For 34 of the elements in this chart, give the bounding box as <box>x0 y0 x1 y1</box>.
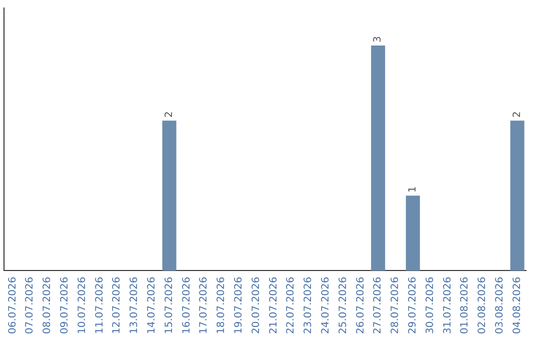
x-tick-label: 09.07.2026 <box>59 276 70 334</box>
x-tick-label: 18.07.2026 <box>216 276 228 334</box>
x-tick-label: 04.08.2026 <box>512 276 523 334</box>
x-tick-label: 16.07.2026 <box>181 276 192 334</box>
x-tick-label: 12.07.2026 <box>112 276 123 334</box>
data-label: 2 <box>512 111 523 118</box>
x-tick-label: 11.07.2026 <box>94 276 106 334</box>
data-label: 3 <box>372 36 384 43</box>
x-tick-label: 14.07.2026 <box>146 276 158 334</box>
x-tick-label: 19.07.2026 <box>233 276 244 334</box>
data-label: 2 <box>164 111 175 118</box>
x-tick-label: 17.07.2026 <box>198 276 210 334</box>
x-tick-label: 23.07.2026 <box>303 276 314 334</box>
x-tick-label: 29.07.2026 <box>407 276 418 334</box>
x-tick-label: 08.07.2026 <box>42 276 54 334</box>
x-tick-label: 13.07.2026 <box>129 276 140 334</box>
x-tick-label: 03.08.2026 <box>494 276 506 334</box>
x-tick-label: 01.08.2026 <box>460 276 471 334</box>
x-tick-label: 20.07.2026 <box>250 276 262 334</box>
x-tick-label: 21.07.2026 <box>268 276 280 334</box>
x-tick-label: 02.08.2026 <box>477 276 488 334</box>
x-tick-label: 24.07.2026 <box>320 276 332 334</box>
x-tick-label: 22.07.2026 <box>286 276 297 334</box>
x-tick-label: 07.07.2026 <box>24 276 36 334</box>
x-tick-label: 26.07.2026 <box>355 276 366 334</box>
x-tick-label: 10.07.2026 <box>76 276 88 334</box>
x-tick-label: 28.07.2026 <box>390 276 402 334</box>
x-tick-label: 31.07.2026 <box>442 276 454 334</box>
data-label: 1 <box>407 186 418 193</box>
x-tick-label: 25.07.2026 <box>338 276 349 334</box>
x-tick-label: 30.07.2026 <box>424 276 436 334</box>
x-tick-label: 27.07.2026 <box>372 276 384 334</box>
x-tick-label: 06.07.2026 <box>7 276 18 334</box>
x-tick-label: 15.07.2026 <box>164 276 175 334</box>
